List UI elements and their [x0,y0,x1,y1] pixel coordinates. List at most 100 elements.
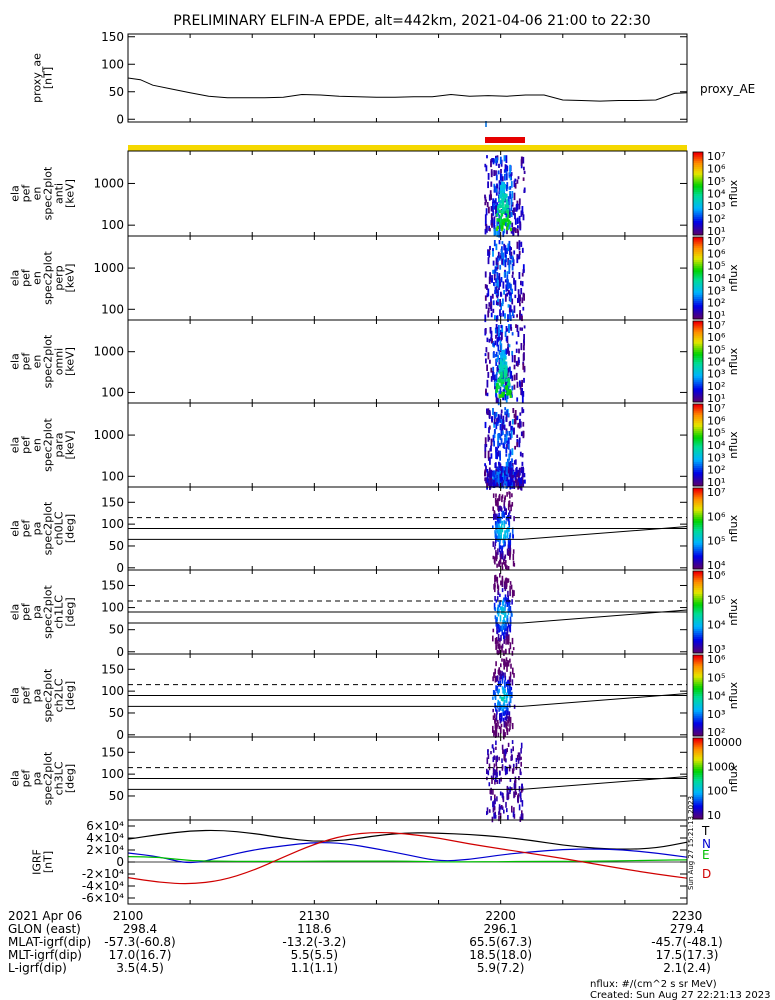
pa_ch3-ylabel-4: ch3LC [53,761,66,795]
pa_ch0-colorbar-cell [693,500,703,503]
en_para-pixel [492,408,494,415]
en_anti-pixel [505,186,508,192]
pa_ch1-pixel [500,606,502,610]
en_para-b-pixel [490,479,492,485]
pa_ch1-colorbar-cell [693,609,703,613]
en_perp-pixel [484,314,487,323]
pa_ch2-pixel [508,711,511,716]
x-row-value: 18.5(18.0) [469,948,532,962]
en_perp-colorbar-cell [693,282,703,285]
pa_ch0-pixel [492,506,494,512]
pa_ch0-pixel [497,533,500,539]
en_omni-core-pixel [495,382,499,387]
en_para-pixel [505,447,508,454]
en_anti-pixel [523,189,526,194]
en_perp-colorbar-cell [693,314,703,318]
pa_ch3-pixel [506,793,508,800]
pa_ch3-colorbar-cell [693,770,703,773]
en_omni-core-pixel [504,386,507,390]
en_para-pixel [485,444,488,448]
pa_ch2-colorbar-cell [693,727,703,731]
en_anti-pixel [513,192,516,201]
igrf-legend-D: D [702,867,711,881]
en_omni-colorbar-cell [693,331,703,334]
pa_ch0-pixel [510,504,512,512]
en_para-b-pixel [511,467,513,475]
pa_ch0-pixel [498,512,500,519]
pa_ch2-pixel [505,710,507,715]
en_anti-colorbar-tick: 10⁵ [707,175,725,188]
en_anti-pixel [518,215,521,224]
pa_ch0-colorbar-tick: 10⁷ [707,486,725,499]
en_para-pixel [504,407,507,411]
pa_ch0-pixel [501,494,504,499]
pa_ch0-ylabel-5: [deg] [64,514,77,543]
x-tick-label: 2200 [485,909,516,923]
en_para-pixel [498,461,500,465]
en_anti-pixel [523,170,526,174]
en_para-b-pixel [487,474,490,478]
pa_ch2-colorbar-cell [693,681,703,684]
en_perp-pixel [490,305,493,312]
pa_ch3-colorbar-cell [693,796,703,800]
en_perp-pixel [495,243,498,251]
pa_ch3-pixel [513,807,515,814]
en_anti-pixel [484,196,487,201]
pa_ch0-ylabel-0: ela [9,520,22,537]
en_para-b-pixel [484,469,487,476]
en_omni-pixel [523,352,525,361]
pa_ch2-colorbar-cell [693,667,703,670]
en_omni-core-pixel [501,378,504,382]
pa_ch1-colorbar-tick: 10⁵ [707,594,725,607]
en_perp-pixel [518,253,521,259]
pa_ch0-pixel [503,500,506,507]
pa_ch3-pixel [496,796,498,802]
pa_ch1-pixel [507,595,509,602]
pa_ch1-pixel [503,584,506,590]
en_perp-pixel [517,297,519,304]
pa_ch3-pixel [493,800,495,804]
pa_ch1-ytick-label: 0 [116,645,124,659]
en_anti-pixel [499,173,502,181]
en_omni-core-pixel [497,383,500,387]
pa_ch2-pixel [497,722,499,727]
en_anti-pixel [498,180,501,184]
en_omni-core-pixel [500,368,503,372]
en_perp-pixel [507,314,509,322]
pa_ch2-pixel [501,686,504,690]
pa_ch2-pixel [497,680,500,687]
en_omni-ylabel-5: [keV] [64,347,77,376]
x-row-name: GLON (east) [8,922,81,936]
en_para-ylabel-5: [keV] [64,431,77,460]
en_omni-pixel [514,355,516,363]
en_perp-colorbar-cell [693,316,703,320]
en_para-pixel [500,409,503,414]
en_omni-pixel [498,325,500,333]
igrf-legend-E: E [702,848,710,862]
pa_ch3-pixel [501,758,503,764]
en_para-colorbar-cell [693,406,703,409]
en_para-colorbar-cell [693,434,703,438]
en_perp-colorbar-cell [693,269,703,273]
proxy_ae-ytick-label: 0 [116,112,124,126]
en_para-pixel [500,438,503,445]
en_omni-core-pixel [500,352,503,356]
en_para-pixel [524,479,526,484]
pa_ch0-pixel [504,506,506,511]
pa_ch2-pixel [505,721,507,726]
pa_ch2-pixel [504,680,506,687]
pa_ch2-pixel [499,694,501,699]
en_anti-pixel [484,194,486,199]
en_omni-pixel [507,343,510,352]
en_anti-core-pixel [505,219,508,223]
en_para-pixel [523,473,526,478]
pa_ch1-pixel [506,628,509,632]
pa_ch0-pixel [503,512,506,519]
en_para-b-pixel [489,474,492,478]
pa_ch1-pixel [500,634,502,641]
en_para-pixel [504,411,507,416]
en_perp-pixel [496,301,499,306]
pa_ch1-pixel [498,601,501,608]
pa_ch0-pixel [511,502,514,507]
pa_ch1-pixel [500,607,503,615]
